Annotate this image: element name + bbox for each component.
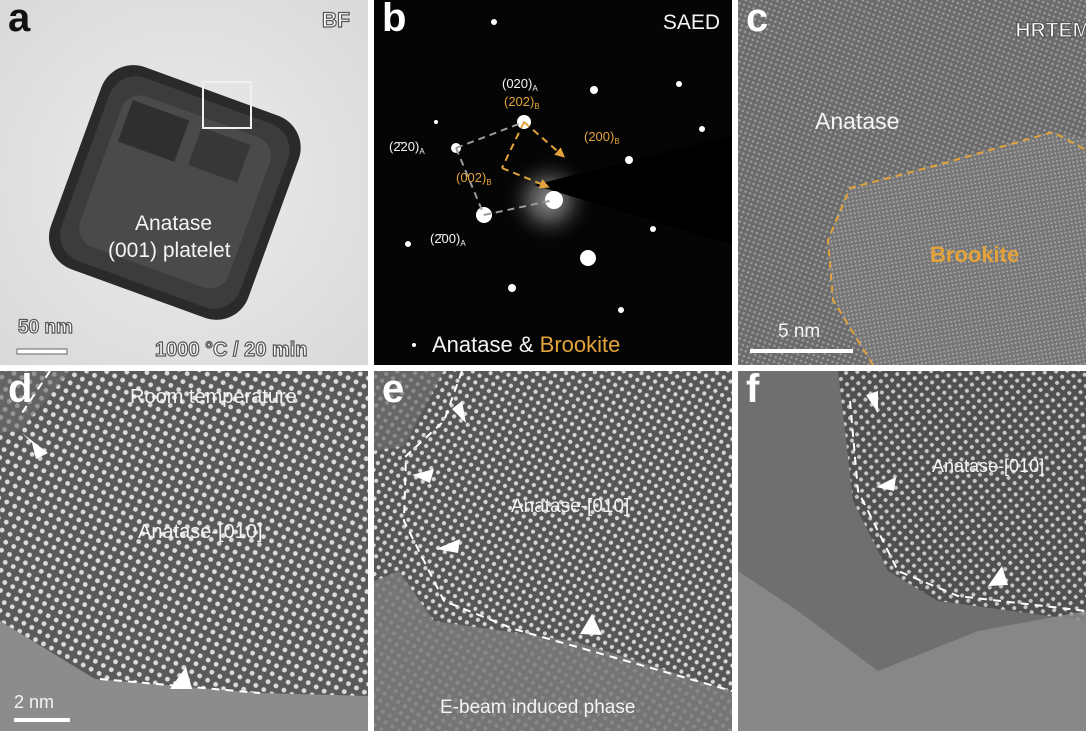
panel-e-ebeam: e Anatase-[010] E-beam induced phase [374,371,732,731]
panel-letter: e [382,371,405,411]
panel-letter: f [746,371,760,411]
arrow-icon [436,539,460,553]
caption-brookite: Brookite [539,332,621,357]
condition-title: Room temperature [130,386,297,408]
zone-axis-label: Anatase-[010] [138,521,263,543]
spot-label-202: (202)B [504,94,540,111]
arrow-icon [988,566,1008,586]
panel-f: f Anatase-[010] [738,371,1086,731]
arrow-icon [170,667,192,689]
hrtem-image [0,371,368,731]
arrow-icon [580,614,602,635]
mode-label: BF [321,9,350,32]
panel-letter: c [746,0,769,40]
diffraction-pattern [374,0,732,365]
hrtem-image [738,371,1086,731]
scale-bar [750,349,853,353]
arrow-icon [452,401,466,423]
panel-letter: b [382,0,407,40]
spot-label-002: (002)B [456,170,492,187]
arrow-icon [412,469,434,483]
caption-anatase: Anatase & [432,332,534,357]
bf-image [0,0,368,365]
panel-b-saed: b SAED (020)A (202)B (2̄20)A (200)B (002… [374,0,732,365]
arrow-icon [22,433,48,459]
scale-label: 50 nm [17,317,73,338]
hrtem-image [374,371,732,731]
scale-label: 2 nm [14,692,55,712]
panel-d-room-temperature: d Room temperature Anatase-[010] 2 nm [0,371,368,731]
panel-c-hrtem: c HRTEM Anatase Brookite 5 nm [738,0,1086,365]
condition-label: 1000 °C / 20 min [154,339,308,361]
platelet-label-line2: (001) platelet [108,239,231,262]
anatase-label: Anatase [815,108,900,134]
arrow-icon [876,477,896,491]
phase-caption: Anatase & Brookite [432,334,620,356]
phase-caption: E-beam induced phase [440,697,636,718]
scale-bar [16,348,68,355]
scale-label: 5 nm [778,321,821,342]
brookite-label: Brookite [930,242,1020,267]
arrow-icon [866,391,878,413]
zone-axis-label: Anatase-[010] [511,496,630,517]
panel-a-bright-field: a BF Anatase (001) platelet 50 nm 1000 °… [0,0,368,365]
scale-bar [14,718,70,722]
mode-label: SAED [662,11,720,34]
zone-axis-label: Anatase-[010] [932,456,1045,476]
spot-label-220: (2̄20)A [389,139,425,156]
platelet-label-line1: Anatase [135,212,213,235]
panel-letter: a [8,0,31,40]
mode-label: HRTEM [1015,19,1086,42]
panel-letter: d [8,371,33,411]
spot-label-200b: (200)B [584,129,620,146]
inset-box [202,81,252,129]
hrtem-image [738,0,1086,365]
spot-label-020: (020)A [502,76,538,93]
spot-label-200a: (2̄00)A [430,231,466,248]
